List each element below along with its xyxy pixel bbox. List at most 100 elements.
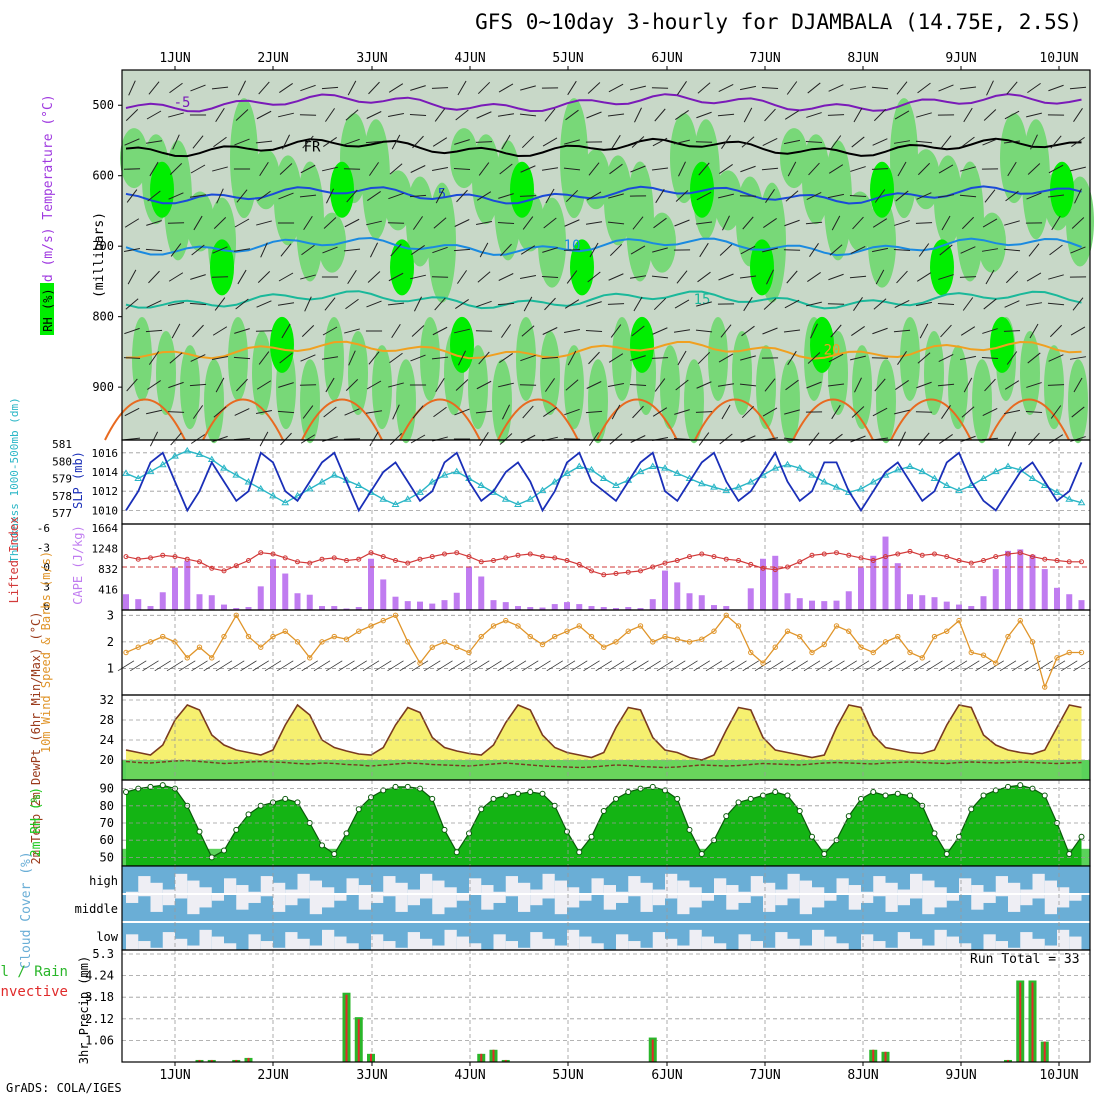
rh-band	[588, 359, 608, 444]
cloud-clear-segment	[750, 876, 763, 894]
wind-barb	[938, 660, 955, 672]
wind-barb	[915, 301, 933, 307]
cloud-clear-segment	[738, 891, 751, 894]
cloud-clear-segment	[861, 894, 874, 903]
cape-bar	[368, 558, 374, 610]
wind-speed-marker	[931, 633, 938, 640]
thickness-marker	[563, 469, 571, 476]
precip-convective-bar	[872, 1049, 875, 1062]
wind-barb	[413, 296, 423, 312]
y-axis-label: SLP (mb)	[71, 451, 85, 509]
rh-marker	[870, 789, 877, 796]
wind-barb	[717, 383, 735, 387]
wind-barb	[874, 189, 886, 203]
y-axis-label: Lifted Index	[7, 517, 21, 604]
wind-barb	[148, 81, 160, 95]
wind-speed-marker	[392, 612, 399, 619]
wind-barb	[497, 221, 515, 225]
wind-barb	[717, 113, 735, 117]
cape-bar	[221, 604, 227, 610]
cloud-clear-segment	[824, 894, 837, 901]
rh-band	[684, 359, 704, 444]
wind-barb	[1027, 352, 1041, 364]
wind-barb	[391, 323, 401, 339]
day-label-bottom: 5JUN	[552, 1068, 583, 1083]
cloud-clear-segment	[518, 894, 531, 912]
wind-barb	[324, 297, 336, 311]
rh-band	[1020, 331, 1040, 416]
cloud-clear-segment	[211, 936, 224, 950]
wind-barb	[259, 161, 269, 177]
wind-barb	[1006, 351, 1018, 365]
cloud-clear-segment	[836, 943, 849, 950]
wind-barb	[192, 135, 204, 149]
precip-convective-bar	[884, 1051, 887, 1062]
wind-barb	[695, 411, 713, 413]
rh-marker	[368, 794, 374, 801]
wind-barb	[387, 660, 404, 672]
wind-barb	[498, 273, 514, 281]
wind-barb	[766, 269, 774, 285]
wind-barb	[523, 296, 533, 312]
wind-barb	[388, 382, 404, 388]
wind-barb	[190, 274, 206, 280]
cloud-clear-segment	[640, 947, 653, 950]
thickness-marker	[122, 469, 130, 476]
rh-marker	[698, 850, 705, 857]
wind-barb	[191, 660, 208, 672]
wind-barb	[677, 81, 687, 95]
wind-barb	[501, 324, 511, 338]
wind-barb	[588, 162, 600, 176]
slp-line	[125, 450, 1083, 513]
cloud-clear-segment	[444, 894, 457, 908]
lifted-index-marker	[393, 558, 398, 563]
lifted-index-marker	[491, 558, 496, 563]
wind-barb	[432, 246, 448, 254]
wind-barb	[586, 301, 602, 307]
wind-barb	[853, 107, 863, 123]
cloud-clear-segment	[542, 873, 555, 894]
wind-barb	[567, 350, 577, 366]
cloud-clear-segment	[432, 894, 445, 915]
wind-barb	[850, 166, 866, 172]
lifted-index-marker	[454, 550, 460, 556]
wind-barb	[399, 660, 416, 672]
thickness-marker	[514, 500, 522, 507]
rh-band	[300, 359, 320, 444]
thickness-marker	[220, 464, 228, 471]
wind-barb	[674, 299, 690, 309]
cloud-clear-segment	[1032, 873, 1045, 894]
thickness-marker	[367, 488, 375, 495]
temperature-contour	[125, 340, 1082, 360]
wind-speed-marker	[588, 633, 595, 640]
wind-barb	[681, 660, 698, 672]
left-tick-label: 578	[52, 490, 72, 503]
lifted-index-marker	[699, 551, 705, 557]
wind-barb	[345, 298, 359, 310]
rh-marker	[196, 828, 203, 835]
cloud-clear-segment	[554, 945, 567, 950]
wind-barb	[915, 140, 933, 144]
wind-barb	[959, 355, 977, 361]
day-label-top: 3JUN	[356, 51, 387, 66]
wind-barb	[1047, 194, 1065, 198]
rh-moist-core	[870, 161, 894, 218]
wind-barb	[983, 298, 997, 310]
wind-barb	[233, 356, 251, 360]
wind-barb	[829, 433, 843, 445]
rh-band	[934, 155, 962, 246]
wind-barb	[388, 83, 404, 93]
wind-speed-marker	[564, 628, 570, 634]
cape-bar	[429, 603, 436, 610]
wind-barb	[915, 411, 933, 413]
wind-barb	[345, 109, 359, 121]
lifted-index-marker	[895, 551, 901, 557]
wind-barb	[279, 163, 293, 175]
wind-barb	[343, 248, 361, 252]
thickness-marker	[795, 464, 804, 471]
wind-barb	[675, 110, 689, 120]
cape-bar	[907, 594, 913, 610]
wind-barb	[720, 324, 732, 338]
y-tick-label: 28	[100, 713, 114, 727]
thickness-marker	[942, 481, 951, 488]
